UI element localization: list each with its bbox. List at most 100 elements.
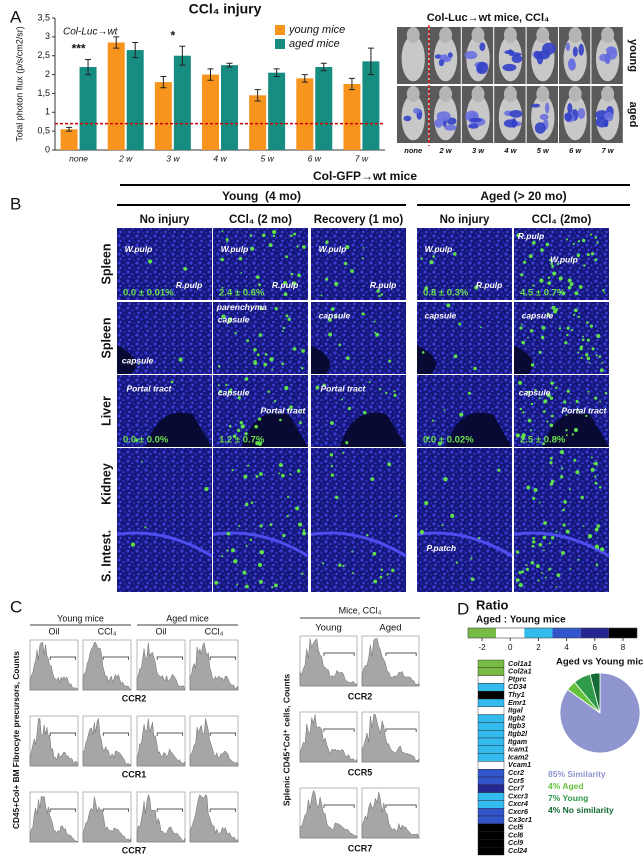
- gfp-signal: [338, 343, 342, 347]
- gfp-signal: [363, 411, 367, 415]
- gfp-signal: [538, 501, 541, 504]
- gfp-signal: [569, 282, 574, 286]
- gfp-signal: [385, 391, 388, 395]
- histogram: [361, 714, 420, 763]
- pie-category: Similarity: [567, 769, 606, 779]
- gfp-signal: [559, 291, 563, 294]
- gfp-signal: [526, 485, 531, 490]
- luminescence-signal: [442, 56, 452, 62]
- tissue-label: W.pulp: [550, 255, 578, 265]
- x-tick-label: 4 w: [213, 153, 227, 163]
- condition-label: Young: [315, 623, 342, 634]
- gfp-signal: [562, 523, 566, 527]
- column-label: CCl₄ (2 mo): [229, 214, 292, 226]
- gfp-signal: [542, 442, 545, 446]
- gfp-signal: [553, 309, 558, 314]
- gfp-signal: [259, 550, 263, 554]
- gfp-signal: [453, 354, 458, 359]
- gfp-signal: [257, 562, 263, 568]
- gfp-signal: [458, 322, 462, 326]
- gfp-signal: [518, 571, 522, 575]
- bar: [221, 65, 238, 150]
- gfp-signal: [599, 400, 601, 403]
- gfp-signal: [536, 564, 540, 568]
- luminescence-signal: [578, 43, 584, 56]
- gfp-signal: [236, 583, 239, 586]
- gfp-signal: [315, 385, 320, 390]
- gfp-signal: [550, 381, 554, 385]
- gfp-signal: [289, 405, 293, 410]
- gfp-signal: [582, 525, 585, 527]
- gfp-signal: [497, 468, 501, 472]
- error-bar: [254, 89, 261, 102]
- histogram: [189, 794, 239, 843]
- gfp-signal: [325, 240, 329, 244]
- gfp-signal: [272, 234, 276, 238]
- colorbar-tick-label: 2: [536, 643, 541, 652]
- gfp-signal: [566, 326, 570, 330]
- gfp-signal: [232, 434, 237, 439]
- pie-legend-entry: 4% No similarity: [548, 805, 614, 815]
- gfp-signal: [279, 418, 282, 422]
- gfp-signal: [565, 238, 569, 241]
- bar: [362, 61, 380, 150]
- colorbar-segment: [524, 628, 553, 638]
- gfp-signal: [273, 400, 277, 403]
- heatmap-cell: [477, 753, 505, 762]
- capsule-edge: [514, 345, 533, 374]
- group-label: Aged mice: [166, 613, 209, 623]
- gfp-signal: [520, 273, 524, 277]
- luminescence-signal: [531, 103, 541, 108]
- gfp-signal: [386, 573, 389, 576]
- villi: [212, 531, 309, 558]
- panel-label: B: [10, 194, 21, 213]
- gfp-signal: [541, 325, 546, 330]
- gfp-signal: [373, 579, 378, 584]
- group-label: Mice, CCl₄: [339, 605, 382, 615]
- gfp-signal: [281, 362, 285, 366]
- condition-label: CCl₄: [205, 626, 224, 636]
- capsule-edge: [417, 345, 436, 374]
- micrograph-nuclei: [311, 228, 406, 300]
- gfp-signal: [531, 240, 536, 245]
- gfp-signal: [563, 400, 567, 404]
- tissue-label: Portal tract: [562, 405, 608, 415]
- panel-label: A: [10, 7, 22, 26]
- x-tick-label: 2 w: [118, 153, 133, 163]
- bar: [343, 84, 361, 150]
- gene-label: CD34: [508, 682, 526, 691]
- gfp-signal: [272, 229, 277, 235]
- gate-bracket: [385, 728, 417, 732]
- gfp-signal: [551, 414, 554, 418]
- luminescence-signal: [604, 54, 611, 65]
- gfp-signal: [601, 361, 604, 364]
- gfp-signal: [590, 456, 593, 459]
- gfp-signal: [521, 340, 526, 345]
- micrograph-nuclei: [311, 448, 406, 520]
- colorbar-frame: [467, 627, 638, 639]
- gfp-signal: [596, 241, 599, 244]
- row-label: Kidney: [99, 463, 113, 505]
- gfp-signal: [529, 429, 533, 432]
- gfp-signal: [284, 385, 289, 391]
- heatmap-cell: [477, 722, 505, 731]
- gfp-signal: [347, 406, 352, 411]
- imaging-column-label: 3 w: [472, 146, 485, 155]
- gfp-signal: [586, 253, 590, 257]
- gfp-signal: [546, 393, 551, 398]
- colorbar-tick-label: 6: [593, 643, 598, 652]
- gfp-signal: [443, 409, 446, 411]
- gfp-signal: [375, 332, 380, 337]
- gfp-quantification: 0.8 ± 0.3%: [423, 288, 469, 299]
- gfp-signal: [519, 326, 523, 330]
- gfp-signal: [520, 323, 523, 326]
- y-tick-label: 1,5: [37, 88, 50, 98]
- gfp-signal: [573, 308, 578, 313]
- y-tick-label: 3: [45, 31, 50, 41]
- mouse-head: [471, 86, 485, 102]
- bar: [126, 50, 144, 150]
- gfp-signal: [343, 261, 348, 266]
- chart-title: CCl₄ injury: [189, 1, 262, 17]
- gene-label: Ccr7: [508, 784, 525, 793]
- gfp-signal: [522, 411, 525, 414]
